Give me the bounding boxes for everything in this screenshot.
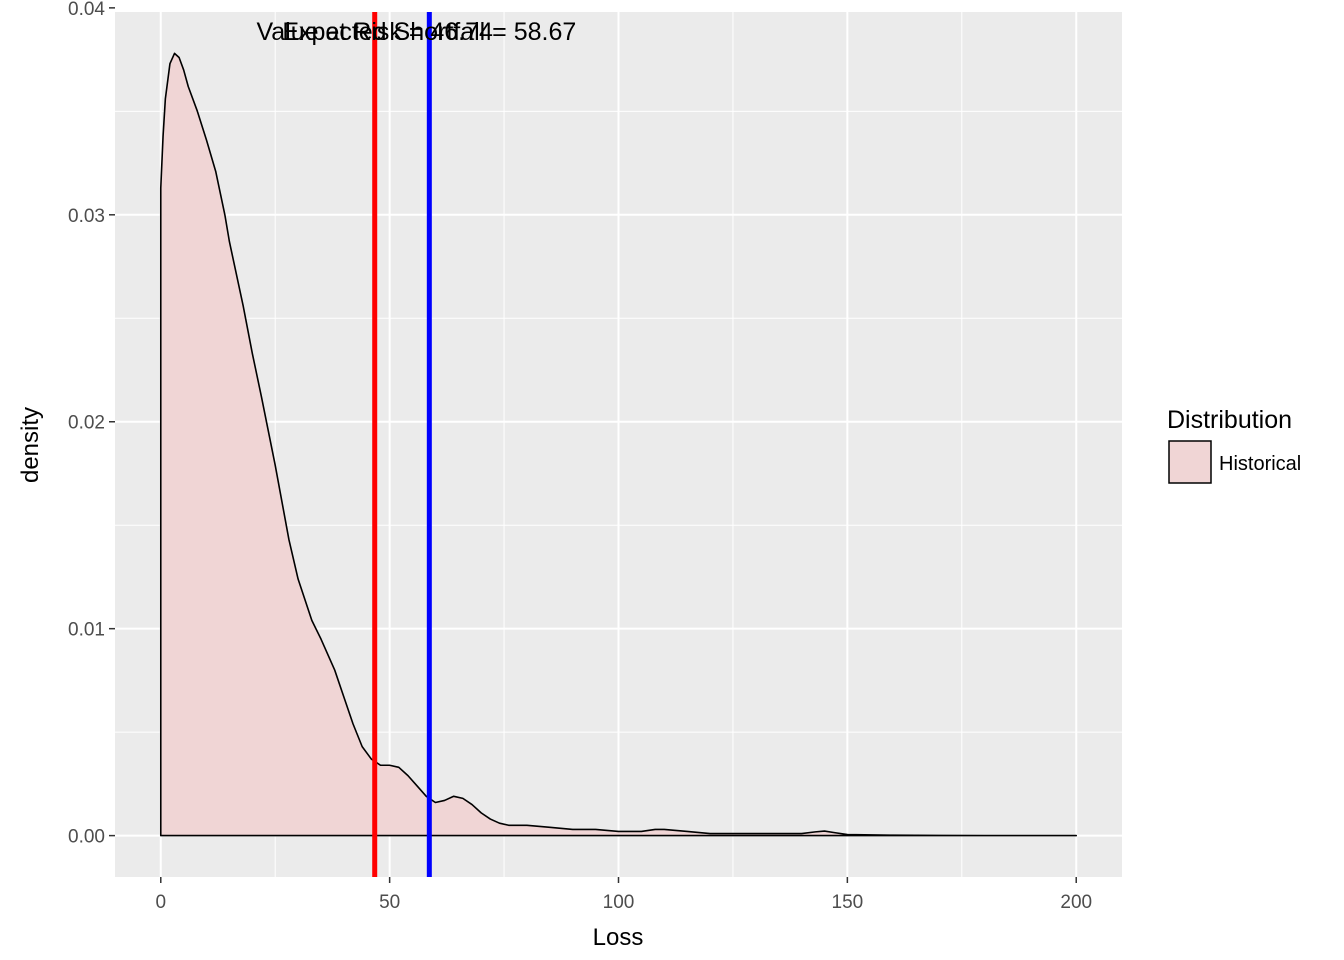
legend: Distribution Historical	[1167, 406, 1301, 484]
var-annotation: Value at Risk = 46.74	[256, 18, 493, 46]
y-tick-label: 0.02	[68, 413, 105, 434]
legend-title: Distribution	[1167, 406, 1292, 434]
y-tick-label: 0.01	[68, 620, 105, 641]
y-tick-label: 0.03	[68, 206, 105, 227]
y-tick-label: 0.04	[68, 0, 105, 20]
x-tick-label: 100	[603, 892, 635, 913]
density-area-historical	[159, 52, 1078, 837]
x-tick-label: 50	[379, 892, 400, 913]
y-tick-label: 0.00	[68, 827, 105, 848]
y-axis-title: density	[17, 407, 44, 483]
density-area-layer	[159, 52, 1078, 837]
x-tick-label: 200	[1060, 892, 1092, 913]
legend-label-historical: Historical	[1219, 453, 1301, 475]
y-axis-ticks: 0.00 0.01 0.02 0.03 0.04	[68, 0, 115, 848]
legend-key-historical	[1168, 440, 1212, 484]
x-tick-label: 0	[155, 892, 166, 913]
x-axis-title: Loss	[593, 924, 644, 951]
x-tick-label: 150	[832, 892, 864, 913]
x-axis-ticks: 0 50 100 150 200	[155, 877, 1092, 913]
reference-lines-layer	[372, 12, 432, 877]
es-annotation: Expected Shortfall = 58.67	[282, 18, 576, 46]
